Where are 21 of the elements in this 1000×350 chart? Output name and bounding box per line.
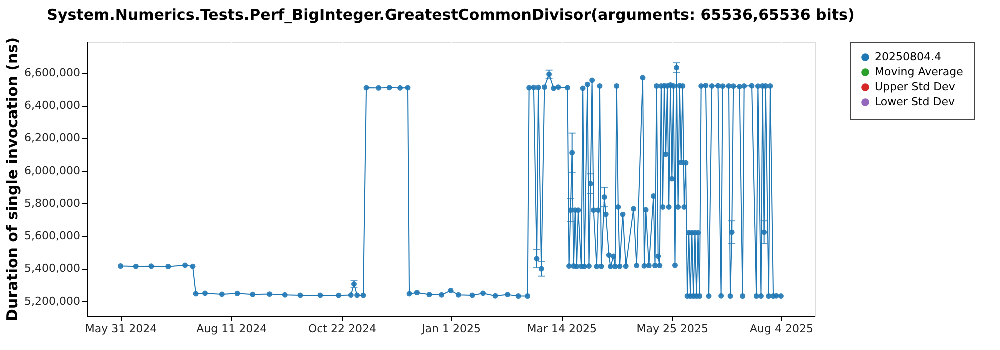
y-axis-title: Duration of single invocation (ns): [4, 38, 22, 322]
y-tick-label: 5,200,000: [24, 294, 80, 308]
x-tick-label: May 25 2025: [636, 322, 709, 336]
chart-title: System.Numerics.Tests.Perf_BigInteger.GreatestCommonDivisor(arguments: 65536,65536 bits): [47, 6, 855, 24]
legend-label: Lower Std Dev: [875, 96, 956, 108]
x-tick-label: May 31 2024: [85, 322, 158, 336]
y-tick-label: 5,800,000: [24, 196, 80, 210]
legend-label: 20250804.4: [875, 50, 942, 64]
x-tick-label: Mar 14 2025: [527, 322, 597, 336]
legend-label: Moving Average: [875, 66, 964, 78]
x-tick-label: Oct 22 2024: [308, 322, 376, 336]
legend-label: Upper Std Dev: [875, 80, 956, 94]
y-tick-label: 6,400,000: [24, 99, 80, 112]
y-tick-label: 6,000,000: [24, 164, 80, 178]
y-tick-label: 6,600,000: [24, 66, 80, 80]
x-tick-label: Aug 11 2024: [196, 322, 268, 336]
y-tick-label: 5,600,000: [24, 230, 80, 243]
x-tick-label: Jan 1 2025: [421, 322, 481, 336]
y-tick-label: 6,200,000: [24, 132, 80, 145]
x-tick-label: Aug 4 2025: [750, 322, 814, 336]
y-tick-label: 5,400,000: [24, 262, 80, 276]
